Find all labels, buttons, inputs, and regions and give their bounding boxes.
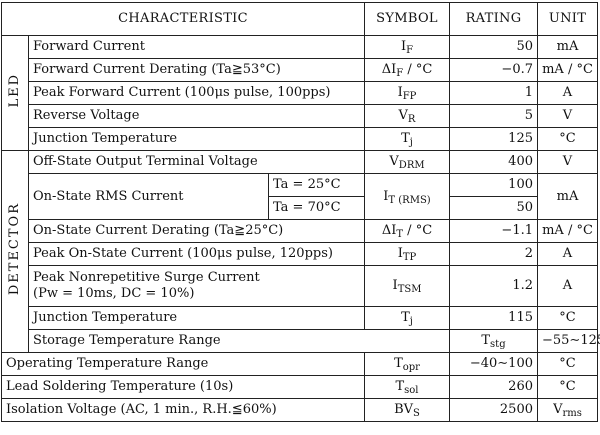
symbol-det-junction-temp: Tj (364, 306, 450, 330)
table-row: Ta = 70°C 50 (2, 196, 598, 220)
header-row: CHARACTERISTIC SYMBOL RATING UNIT (1, 2, 598, 36)
unit-peak-forward-current: A (537, 81, 598, 105)
symbol-forward-current-derating: ΔIF / °C (364, 58, 450, 82)
table-row: Peak Nonrepetitive Surge Current (Pw = 1… (2, 265, 598, 307)
table-row: Peak Forward Current (100μs pulse, 100pp… (2, 81, 598, 105)
rating-peak-on-state: 2 (449, 242, 538, 266)
unit-forward-current-derating: mA / °C (537, 58, 598, 82)
unit-on-state-derating: mA / °C (537, 219, 598, 243)
rating-reverse-voltage: 5 (449, 104, 538, 128)
header-symbol: SYMBOL (364, 2, 450, 36)
rating-forward-current: 50 (449, 35, 538, 59)
table-row: Operating Temperature Range Topr −40∼100… (1, 352, 598, 376)
table-row: On-State Current Derating (Ta≧25°C) ΔIT … (2, 219, 598, 243)
rating-off-state-voltage: 400 (449, 150, 538, 174)
symbol-lead-soldering: Tsol (364, 375, 450, 399)
table-row: DETECTOR Off-State Output Terminal Volta… (1, 150, 598, 353)
rating-operating-temp: −40∼100 (449, 352, 538, 376)
rating-isolation-voltage: 2500 (449, 398, 538, 422)
table-row: LED Forward Current IF 50 mA (1, 35, 598, 151)
char-surge-current: Peak Nonrepetitive Surge Current (Pw = 1… (28, 265, 365, 307)
rating-surge-current: 1.2 (449, 265, 538, 307)
rating-on-state-derating: −1.1 (449, 219, 538, 243)
char-operating-temp: Operating Temperature Range (1, 352, 365, 376)
rating-det-junction-temp: 115 (449, 306, 538, 330)
rating-lead-soldering: 260 (449, 375, 538, 399)
header-rating: RATING (449, 2, 538, 36)
symbol-reverse-voltage: VR (364, 104, 450, 128)
unit-forward-current: mA (537, 35, 598, 59)
char-surge-current-line2: (Pw = 10ms, DC = 10%) (33, 286, 195, 301)
unit-on-state-rms: mA (537, 173, 598, 220)
condition-ta-25: Ta = 25°C (268, 173, 365, 197)
char-lead-soldering: Lead Soldering Temperature (10s) (1, 375, 365, 399)
char-reverse-voltage: Reverse Voltage (28, 104, 365, 128)
group-label-detector: DETECTOR (1, 150, 29, 353)
char-forward-current-derating: Forward Current Derating (Ta≧53°C) (28, 58, 365, 82)
rating-on-state-rms-70: 50 (449, 196, 538, 220)
table-row: Forward Current Derating (Ta≧53°C) ΔIF /… (2, 58, 598, 82)
symbol-peak-forward-current: IFP (364, 81, 450, 105)
symbol-surge-current: ITSM (364, 265, 450, 307)
char-surge-current-line1: Peak Nonrepetitive Surge Current (33, 270, 260, 285)
char-off-state-voltage: Off-State Output Terminal Voltage (28, 150, 365, 174)
header-characteristic: CHARACTERISTIC (1, 2, 365, 36)
table-row: Storage Temperature Range Tstg −55∼125 °… (2, 329, 600, 353)
unit-off-state-voltage: V (537, 150, 598, 174)
unit-operating-temp: °C (537, 352, 598, 376)
char-peak-forward-current: Peak Forward Current (100μs pulse, 100pp… (28, 81, 365, 105)
symbol-forward-current: IF (364, 35, 450, 59)
table-row: Isolation Voltage (AC, 1 min., R.H.≦60%)… (1, 398, 598, 422)
group-label-detector-text: DETECTOR (7, 202, 22, 296)
header-unit: UNIT (537, 2, 598, 36)
char-storage-temp: Storage Temperature Range (28, 329, 450, 353)
rating-on-state-rms-25: 100 (449, 173, 538, 197)
rating-led-junction-temp: 125 (449, 127, 538, 151)
char-on-state-rms: On-State RMS Current (28, 173, 269, 220)
symbol-off-state-voltage: VDRM (364, 150, 450, 174)
symbol-led-junction-temp: Tj (364, 127, 450, 151)
char-peak-on-state: Peak On-State Current (100μs pulse, 120p… (28, 242, 365, 266)
unit-peak-on-state: A (537, 242, 598, 266)
symbol-peak-on-state: ITP (364, 242, 450, 266)
table-row: Lead Soldering Temperature (10s) Tsol 26… (1, 375, 598, 399)
group-label-led: LED (1, 35, 29, 151)
rating-forward-current-derating: −0.7 (449, 58, 538, 82)
rating-peak-forward-current: 1 (449, 81, 538, 105)
unit-lead-soldering: °C (537, 375, 598, 399)
char-forward-current: Forward Current (28, 35, 365, 59)
symbol-on-state-derating: ΔIT / °C (364, 219, 450, 243)
unit-led-junction-temp: °C (537, 127, 598, 151)
absolute-maximum-ratings-table: CHARACTERISTIC SYMBOL RATING UNIT LED Fo… (1, 2, 600, 422)
symbol-on-state-rms: IT (RMS) (364, 173, 450, 220)
symbol-storage-temp: Tstg (449, 329, 538, 353)
unit-reverse-voltage: V (537, 104, 598, 128)
char-isolation-voltage: Isolation Voltage (AC, 1 min., R.H.≦60%) (1, 398, 365, 422)
group-label-led-text: LED (7, 73, 22, 108)
char-led-junction-temp: Junction Temperature (28, 127, 365, 151)
char-on-state-derating: On-State Current Derating (Ta≧25°C) (28, 219, 365, 243)
unit-det-junction-temp: °C (537, 306, 598, 330)
table-row: On-State RMS Current Ta = 25°C IT (RMS) … (2, 173, 598, 220)
condition-ta-70: Ta = 70°C (268, 196, 365, 220)
unit-surge-current: A (537, 265, 598, 307)
symbol-operating-temp: Topr (364, 352, 450, 376)
table-row: Reverse Voltage VR 5 V (2, 104, 598, 128)
symbol-isolation-voltage: BVS (364, 398, 450, 422)
unit-isolation-voltage: Vrms (537, 398, 598, 422)
char-det-junction-temp: Junction Temperature (28, 306, 365, 330)
table-row: Junction Temperature Tj 115 °C (2, 306, 598, 330)
table-row: Peak On-State Current (100μs pulse, 120p… (2, 242, 598, 266)
table-row: Junction Temperature Tj 125 °C (2, 127, 598, 151)
rating-storage-temp: −55∼125 (537, 329, 600, 353)
